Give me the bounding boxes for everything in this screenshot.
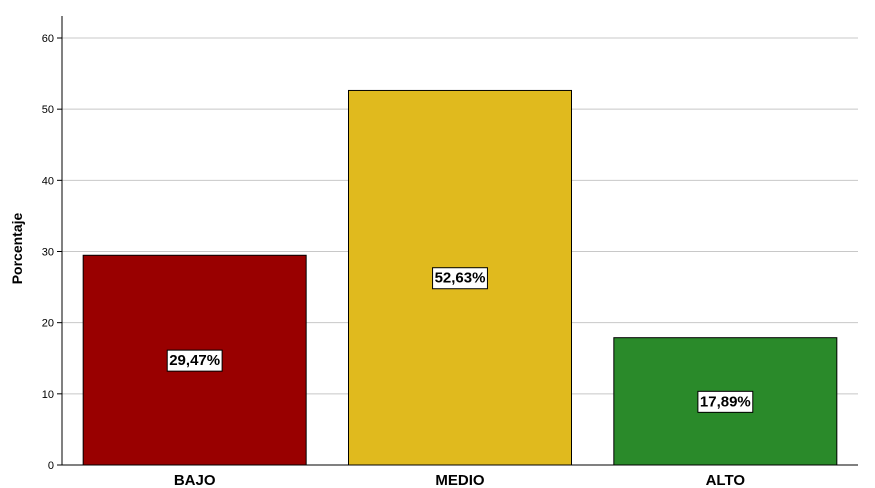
y-tick-label: 60: [42, 33, 54, 45]
data-label-medio: 52,63%: [432, 267, 488, 290]
y-tick-label: 10: [42, 389, 54, 401]
data-label-text: 29,47%: [169, 352, 220, 369]
y-tick-label: 0: [48, 460, 54, 472]
data-label-text: 17,89%: [700, 393, 751, 410]
data-label-box: [166, 349, 223, 372]
x-tick-label-alto: ALTO: [706, 472, 746, 488]
x-tick-label-bajo: BAJO: [174, 472, 216, 488]
y-tick-label: 40: [42, 175, 54, 187]
y-axis-title: Porcentaje: [9, 212, 25, 284]
data-label-box: [432, 267, 488, 290]
data-label-alto: 17,89%: [697, 390, 754, 413]
y-axis-ticks: 0 10 20 30 40 50 60: [42, 33, 62, 472]
bars: 29,47% 52,63% 17,89%: [82, 89, 838, 466]
data-label-bajo: 29,47%: [166, 349, 223, 372]
x-axis-labels: BAJO MEDIO ALTO: [174, 472, 746, 488]
x-tick-label-medio: MEDIO: [435, 472, 485, 488]
y-tick-label: 20: [42, 318, 54, 330]
y-tick-label: 30: [42, 247, 54, 259]
data-label-text: 52,63%: [435, 270, 486, 287]
y-tick-label: 50: [42, 104, 54, 116]
data-label-box: [697, 390, 754, 413]
